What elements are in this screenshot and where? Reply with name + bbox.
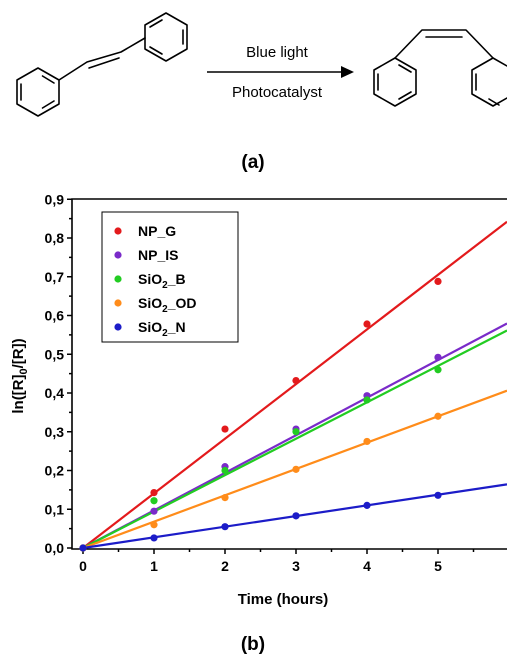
legend-marker [114,299,122,307]
data-point-sio2-n [363,501,371,509]
legend-marker [114,275,122,283]
x-tick-label: 5 [434,558,442,574]
trans-stilbene-structure [16,12,188,117]
legend-marker [114,227,122,235]
legend-marker [114,323,122,331]
data-point-sio2-b [434,366,442,374]
x-tick-label: 1 [150,558,158,574]
y-tick-label: 0,0 [45,540,65,556]
y-tick-label: 0,1 [45,501,65,517]
legend-label: NP_IS [138,247,178,263]
y-tick-label: 0,3 [45,424,65,440]
y-tick-label: 0,2 [45,463,65,479]
data-point-np-g [221,425,229,433]
y-tick-label: 0,6 [45,308,65,324]
data-point-np-g [292,377,300,385]
x-tick-label: 3 [292,558,300,574]
x-tick-label: 0 [79,558,87,574]
data-point-np-g [150,488,158,497]
panel-b-label: (b) [241,634,265,655]
data-point-np-is [434,353,442,361]
data-point-sio2-od [434,412,442,420]
arrow-bottom-label: Photocatalyst [232,84,323,101]
data-point-sio2-n [292,512,300,520]
legend-label: SiO2_B [138,271,186,291]
data-points [79,277,442,552]
reaction-arrow [207,66,354,78]
panel-a-label: (a) [241,152,264,173]
data-point-sio2-n [150,534,158,542]
y-tick-label: 0,9 [45,191,65,207]
data-point-np-is [150,507,158,515]
legend-marker [114,251,122,259]
data-point-sio2-b [363,396,371,404]
data-point-sio2-od [150,521,158,529]
data-point-np-g [363,320,371,328]
y-axis-ticks: 0,0 0,1 0,2 0,3 0,4 0,5 0,6 0,7 0,8 0,9 [45,191,72,556]
x-axis-ticks: 0 1 2 3 4 5 [79,549,475,574]
legend-label: SiO2_N [138,319,186,339]
y-tick-label: 0,5 [45,346,65,362]
reaction-scheme: Blue light Photocatalyst (a) [16,12,507,173]
data-point-sio2-od [292,465,300,473]
cis-stilbene-structure [373,29,507,107]
legend-box [101,211,239,343]
chart-legend: NP_G NP_IS SiO2_B SiO2_OD SiO2_N [101,211,239,343]
y-tick-label: 0,7 [45,269,65,285]
kinetics-chart: 0 1 2 3 4 5 0,0 0,1 0,2 0,3 0,4 0,5 0,6 0,7 0,8 0,9 Ti… [10,191,507,655]
arrow-top-label: Blue light [246,44,309,61]
data-point-np-g [434,277,442,285]
data-point-sio2-n [79,544,87,552]
y-tick-label: 0,4 [45,385,65,401]
x-tick-label: 2 [221,558,229,574]
x-tick-label: 4 [363,558,371,574]
legend-label: SiO2_OD [138,295,196,315]
data-point-sio2-od [363,437,371,446]
y-tick-label: 0,8 [45,230,65,246]
data-point-sio2-n [434,491,442,499]
x-axis-title: Time (hours) [238,591,329,608]
data-point-sio2-b [292,428,300,436]
data-point-sio2-b [150,497,158,505]
legend-label: NP_G [138,223,176,239]
y-axis-title: ln([R]0/[R]) [10,338,30,413]
data-point-sio2-od [221,494,229,502]
data-point-sio2-n [221,523,229,531]
data-point-sio2-b [221,466,229,475]
